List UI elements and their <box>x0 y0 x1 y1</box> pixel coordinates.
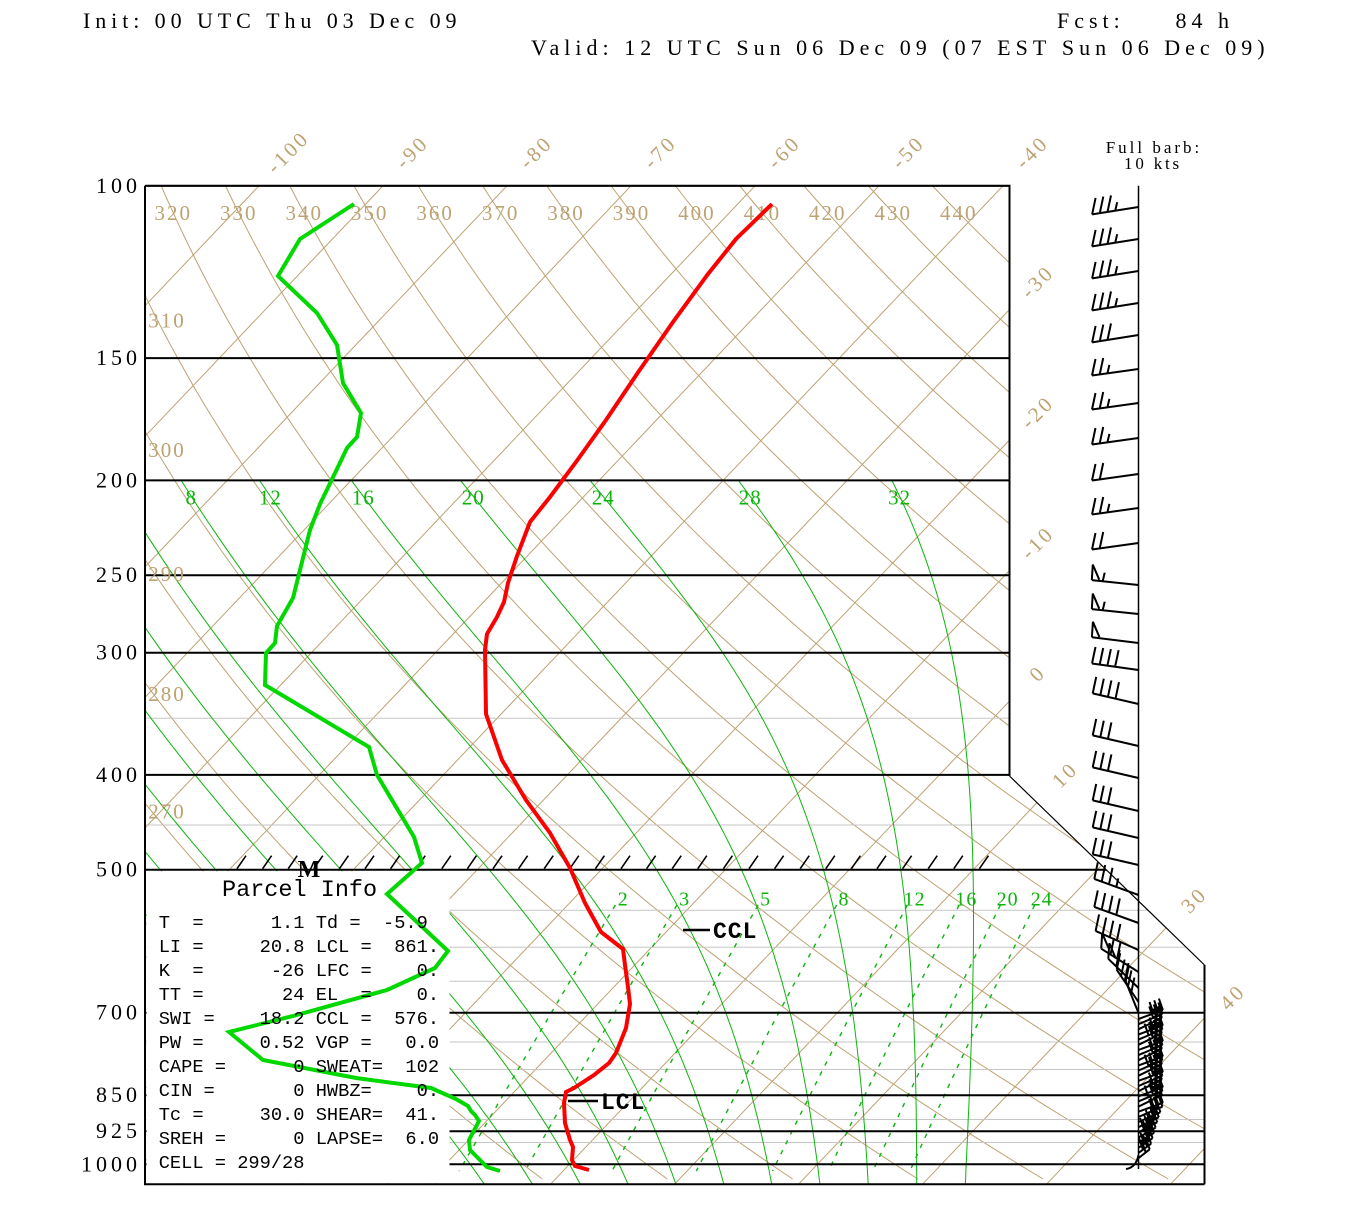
svg-text:T = 1.1 Td = -5.9: T = 1.1 Td = -5.9 <box>159 912 428 934</box>
svg-text:2: 2 <box>618 889 629 911</box>
svg-text:400: 400 <box>96 762 141 787</box>
svg-text:400: 400 <box>678 201 716 225</box>
svg-text:24: 24 <box>1031 889 1053 911</box>
svg-text:20: 20 <box>462 486 485 510</box>
svg-text:3: 3 <box>679 889 690 911</box>
svg-text:Parcel Info: Parcel Info <box>222 877 377 904</box>
svg-text:280: 280 <box>148 682 186 706</box>
svg-text:350: 350 <box>351 201 389 225</box>
svg-text:500: 500 <box>96 857 141 882</box>
svg-text:430: 430 <box>875 201 913 225</box>
svg-text:300: 300 <box>148 438 186 462</box>
svg-text:340: 340 <box>285 201 323 225</box>
svg-text:TT = 24 EL = 0.: TT = 24 EL = 0. <box>159 984 439 1006</box>
svg-text:290: 290 <box>148 562 186 586</box>
svg-text:1000: 1000 <box>81 1151 141 1176</box>
svg-text:28: 28 <box>739 486 762 510</box>
svg-text:370: 370 <box>482 201 520 225</box>
svg-text:20: 20 <box>997 889 1019 911</box>
svg-text:M: M <box>298 857 321 883</box>
svg-text:200: 200 <box>96 467 141 492</box>
svg-text:PW = 0.52 VGP = 0.0: PW = 0.52 VGP = 0.0 <box>159 1032 439 1054</box>
svg-text:270: 270 <box>148 800 186 824</box>
svg-text:250: 250 <box>96 562 141 587</box>
svg-text:Tc = 30.0 SHEAR= 41.: Tc = 30.0 SHEAR= 41. <box>159 1104 439 1126</box>
svg-text:8: 8 <box>186 486 198 510</box>
svg-text:440: 440 <box>940 201 978 225</box>
svg-text:LI = 20.8 LCL = 861.: LI = 20.8 LCL = 861. <box>159 936 439 958</box>
svg-text:10 kts: 10 kts <box>1124 154 1182 173</box>
svg-text:310: 310 <box>148 308 186 332</box>
svg-text:16: 16 <box>352 486 375 510</box>
svg-text:8: 8 <box>839 889 850 911</box>
svg-text:700: 700 <box>96 1000 141 1025</box>
svg-text:300: 300 <box>96 640 141 665</box>
svg-text:Fcst:: Fcst: <box>1057 8 1125 33</box>
svg-text:K = -26 LFC = 0.: K = -26 LFC = 0. <box>159 960 439 982</box>
svg-text:360: 360 <box>416 201 454 225</box>
svg-text:32: 32 <box>888 486 911 510</box>
svg-text:CCL: CCL <box>713 919 757 945</box>
svg-text:CAPE = 0 SWEAT= 102: CAPE = 0 SWEAT= 102 <box>159 1056 439 1078</box>
svg-text:380: 380 <box>547 201 585 225</box>
svg-text:CELL = 299/28: CELL = 299/28 <box>159 1152 305 1174</box>
svg-text:SREH = 0 LAPSE= 6.0: SREH = 0 LAPSE= 6.0 <box>159 1128 439 1150</box>
svg-text:CIN = 0 HWBZ= 0.: CIN = 0 HWBZ= 0. <box>159 1080 439 1102</box>
svg-text:Init: 00 UTC Thu 03 Dec 09: Init: 00 UTC Thu 03 Dec 09 <box>83 8 461 33</box>
svg-text:150: 150 <box>96 345 141 370</box>
svg-text:100: 100 <box>96 173 141 198</box>
svg-text:84 h: 84 h <box>1176 8 1235 33</box>
svg-text:Valid: 12 UTC Sun 06 Dec 09 (0: Valid: 12 UTC Sun 06 Dec 09 (07 EST Sun … <box>531 35 1270 60</box>
svg-text:Full barb:: Full barb: <box>1106 138 1203 157</box>
svg-text:390: 390 <box>613 201 651 225</box>
svg-text:24: 24 <box>592 486 615 510</box>
svg-text:420: 420 <box>809 201 847 225</box>
svg-text:320: 320 <box>155 201 193 225</box>
svg-text:16: 16 <box>955 889 977 911</box>
svg-text:925: 925 <box>96 1118 141 1143</box>
svg-text:850: 850 <box>96 1082 141 1107</box>
svg-text:SWI = 18.2 CCL = 576.: SWI = 18.2 CCL = 576. <box>159 1008 439 1030</box>
svg-text:12: 12 <box>259 486 282 510</box>
svg-text:330: 330 <box>220 201 258 225</box>
svg-text:5: 5 <box>760 889 771 911</box>
svg-text:LCL: LCL <box>601 1090 645 1116</box>
svg-text:12: 12 <box>904 889 926 911</box>
